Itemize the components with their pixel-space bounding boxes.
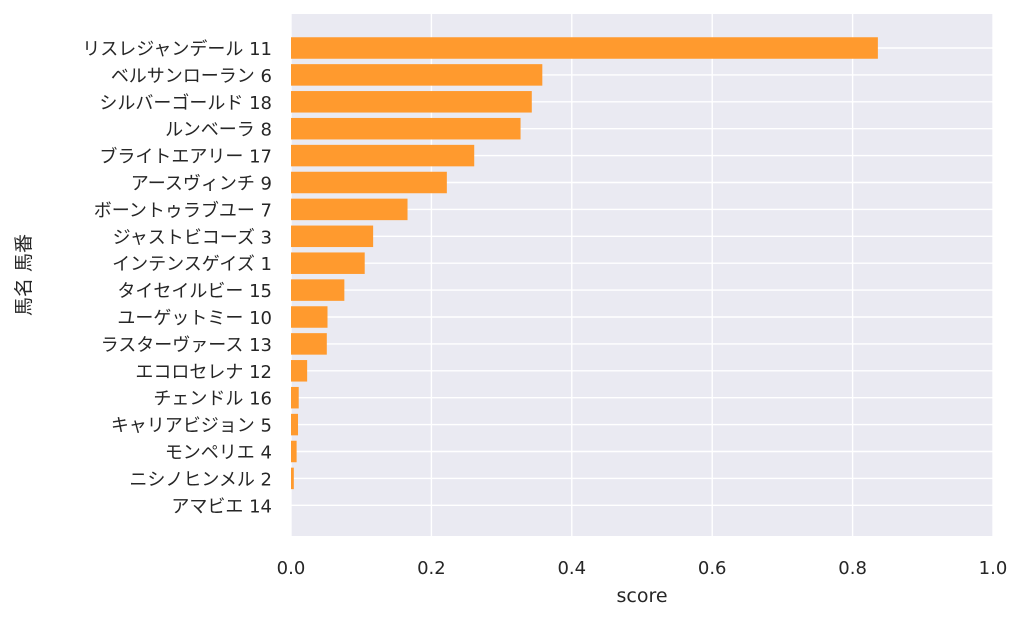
y-tick-label: アースヴィンチ 9 [131,174,272,195]
bar [291,306,328,328]
y-tick-label: チェンドル 16 [153,389,272,410]
bar [291,198,408,221]
y-tick-label: ユーゲットミー 10 [117,308,272,329]
y-tick-label: エコロセレナ 12 [135,362,272,383]
bar [291,91,532,113]
x-tick-label: 0.0 [277,558,306,579]
x-tick-label: 1.0 [979,558,1008,579]
y-axis-label: 馬名 馬番 [13,234,35,316]
bar [291,413,299,436]
y-tick-label: タイセイルビー 15 [117,281,272,302]
bar [291,144,475,167]
bars [291,37,878,490]
y-tick-label: モンペリエ 4 [165,443,272,464]
bar [291,252,365,274]
y-tick-label: ベルサンローラン 6 [111,66,272,87]
bar [291,171,447,194]
x-tick-label: 0.2 [417,558,446,579]
x-tick-label: 0.4 [557,558,586,579]
x-tick-labels: 0.0 0.2 0.4 0.6 0.8 1.0 [277,558,1008,579]
y-tick-label: リスレジャンデール 11 [82,39,272,60]
x-tick-label: 0.6 [698,558,727,579]
bar [291,37,878,59]
y-tick-label: シルバーゴールド 18 [99,93,272,114]
bar [291,333,327,355]
bar [291,117,521,140]
y-tick-labels: リスレジャンデール 11 ベルサンローラン 6 シルバーゴールド 18 ルンベーラ 8… [82,39,272,517]
bar [291,279,345,301]
bar [291,440,297,463]
x-tick-label: 0.8 [838,558,867,579]
y-tick-label: ジャストビコーズ 3 [113,227,272,248]
y-tick-label: ラスターヴァース 13 [101,335,272,356]
y-tick-label: インテンスゲイズ 1 [112,254,272,275]
y-tick-label: ボーントゥラブユー 7 [94,199,272,221]
bar [291,467,294,490]
y-tick-label: キャリアビジョン 5 [111,416,272,437]
x-axis-label: score [616,585,667,607]
bar [291,386,299,409]
bar [291,64,543,86]
y-tick-label: ニシノヒンメル 2 [129,469,272,490]
y-tick-label: アマビエ 14 [171,496,272,517]
bar [291,225,374,248]
bar [291,360,308,382]
y-tick-label: ルンベーラ 8 [165,120,272,141]
y-tick-label: ブライトエアリー 17 [99,146,272,168]
